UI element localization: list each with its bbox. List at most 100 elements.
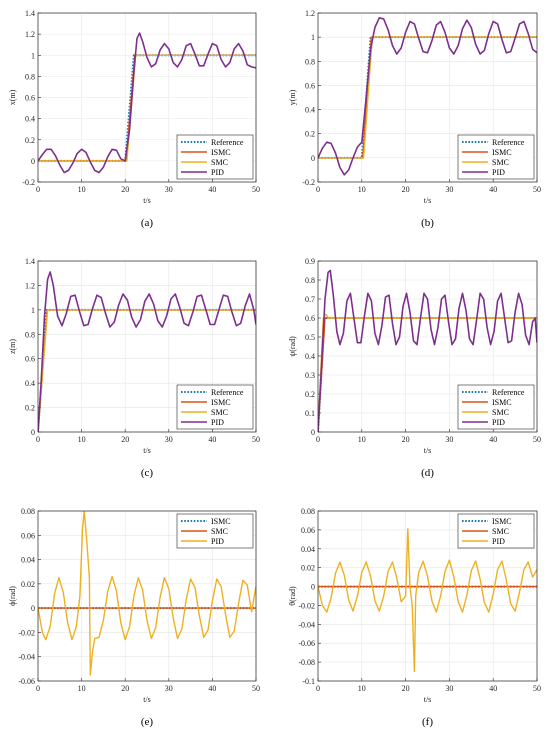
y-tick-label: 0.9 [305, 257, 315, 266]
panel-label: (f) [422, 716, 433, 728]
y-tick-label: 0.8 [25, 330, 35, 339]
y-tick-label: 0 [31, 157, 35, 166]
x-tick-label: 20 [402, 684, 410, 693]
axes-frame [317, 510, 538, 682]
legend-entry: ISMC [492, 398, 512, 407]
y-tick-label: 0.3 [305, 371, 315, 380]
legend-entry: Reference [492, 388, 525, 397]
legend-entry: ISMC [492, 148, 512, 157]
legend-entry: PID [211, 168, 224, 177]
legend-entry: ISMC [211, 398, 231, 407]
y-tick-label: 0.4 [305, 106, 315, 115]
x-tick-label: 10 [78, 185, 86, 194]
legend-entry: PID [492, 418, 505, 427]
y-tick-label: 0.6 [25, 94, 35, 103]
x-tick-label: 0 [36, 435, 40, 444]
panel-label: (a) [141, 217, 154, 229]
panel-label: (e) [141, 716, 154, 728]
x-tick-label: 50 [252, 185, 260, 194]
series-line-pid [318, 16, 537, 176]
x-tick-label: 50 [533, 185, 541, 194]
x-tick-label: 0 [36, 684, 40, 693]
x-tick-label: 20 [121, 185, 129, 194]
y-tick-label: 0.4 [25, 115, 35, 124]
y-axis-label: ψ(rad) [288, 336, 297, 357]
x-tick-label: 40 [489, 185, 497, 194]
legend-entry: ISMC [492, 517, 512, 526]
axes-frame [37, 12, 257, 183]
x-tick-label: 30 [445, 684, 453, 693]
chart-panel: 0 10 20 30 40 50-0.200.20.40.60.811.2t/sy(m)(… [288, 9, 541, 229]
y-tick-label: -0.08 [298, 658, 315, 667]
axes-frame [317, 12, 538, 183]
x-tick-label: 30 [445, 185, 453, 194]
x-axis-label: t/s [143, 196, 151, 205]
x-tick-label: 30 [165, 684, 173, 693]
y-tick-label: -0.02 [18, 628, 35, 637]
y-tick-label: 0.1 [305, 409, 315, 418]
chart-panel: 0 10 20 30 40 50 0 0.2 0.4 0.6 0.8 1 1.2 1.4 t/s z(m) (c… [8, 257, 260, 479]
y-tick-label: 0.8 [305, 57, 315, 66]
series-line-smc [318, 36, 537, 159]
y-tick-label: 0.2 [305, 390, 315, 399]
y-tick-label: 0.6 [25, 355, 35, 364]
x-tick-label: 50 [252, 435, 260, 444]
series-line-pid [38, 511, 256, 676]
legend-entry: SMC [492, 408, 509, 417]
panel-label: (b) [421, 217, 434, 229]
y-tick-label: 0.7 [305, 295, 315, 304]
x-axis-label: t/s [143, 695, 151, 704]
legend-entry: PID [492, 537, 505, 546]
y-tick-label: -0.2 [302, 178, 315, 187]
y-tick-label: 0.5 [305, 333, 315, 342]
series-line-pid [38, 32, 256, 174]
series-line-pid [318, 269, 537, 432]
y-tick-label: 0 [31, 604, 35, 613]
y-tick-label: -0.06 [18, 677, 35, 686]
axes-frame [37, 260, 257, 433]
y-tick-label: -0.2 [22, 178, 35, 187]
legend-entry: ISMC [211, 517, 231, 526]
x-tick-label: 50 [533, 435, 541, 444]
y-tick-label: -0.04 [298, 620, 315, 629]
x-tick-label: 20 [121, 684, 129, 693]
x-tick-label: 10 [358, 435, 366, 444]
y-axis-label: z(m) [8, 339, 17, 354]
y-axis-label: ϕ(rad) [8, 586, 17, 606]
x-tick-label: 20 [402, 185, 410, 194]
x-tick-label: 40 [489, 684, 497, 693]
y-tick-label: 1.4 [25, 9, 35, 18]
x-tick-label: 20 [402, 435, 410, 444]
y-tick-label: 0.8 [305, 276, 315, 285]
series-line-pid [318, 528, 537, 673]
panel-label: (c) [141, 467, 154, 479]
x-tick-label: 0 [316, 185, 320, 194]
y-tick-label: 1 [31, 51, 35, 60]
x-tick-label: 50 [252, 684, 260, 693]
x-tick-label: 0 [36, 185, 40, 194]
y-tick-label: 0 [311, 428, 315, 437]
y-tick-label: 0.06 [21, 531, 35, 540]
series-line-pid [38, 271, 256, 432]
x-tick-label: 30 [165, 185, 173, 194]
x-tick-label: 40 [489, 435, 497, 444]
y-tick-label: 0.04 [21, 556, 35, 565]
y-axis-label: y(m) [288, 89, 297, 105]
x-tick-label: 10 [358, 684, 366, 693]
y-tick-label: 0 [311, 583, 315, 592]
y-tick-label: 0.8 [25, 72, 35, 81]
y-tick-label: 0.02 [21, 580, 35, 589]
y-tick-label: 1 [31, 306, 35, 315]
x-tick-label: 50 [533, 684, 541, 693]
legend-entry: SMC [211, 527, 228, 536]
x-tick-label: 0 [316, 435, 320, 444]
y-tick-label: 0.2 [25, 404, 35, 413]
y-tick-label: 0.06 [301, 526, 315, 535]
y-tick-label: -0.02 [298, 601, 315, 610]
y-axis-label: θ(rad) [288, 586, 297, 606]
